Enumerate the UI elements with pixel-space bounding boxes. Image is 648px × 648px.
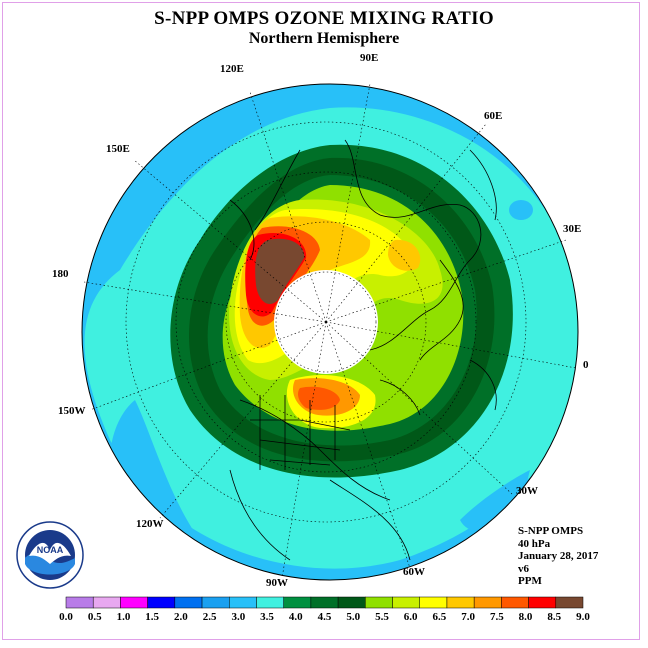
colorbar-swatch [92, 596, 121, 609]
units-label: PPM [518, 575, 542, 587]
colorbar-swatch [283, 596, 312, 609]
colorbar-tick-label: 0.0 [59, 611, 73, 623]
figure-frame [2, 2, 640, 640]
colorbar-swatch [256, 596, 284, 609]
lon-label-30w: 30W [516, 485, 538, 497]
observation-date: January 28, 2017 [518, 550, 599, 562]
colorbar-tick-label: 1.5 [145, 611, 159, 623]
colorbar-swatch [501, 596, 529, 609]
lon-label-90e: 90E [360, 52, 379, 64]
colorbar-tick-label: 4.5 [318, 611, 332, 623]
lon-label-90w: 90W [266, 577, 288, 589]
lon-label-60e: 60E [484, 110, 503, 122]
colorbar-tick-label: 1.0 [117, 611, 131, 623]
colorbar-swatch [310, 596, 339, 609]
colorbar-swatch [201, 596, 230, 609]
lon-label-60w: 60W [403, 566, 425, 578]
colorbar-swatch [337, 596, 366, 609]
colorbar-tick-label: 7.0 [461, 611, 475, 623]
map-subtitle: Northern Hemisphere [248, 30, 400, 47]
ozone-field [82, 84, 578, 580]
colorbar-tick-label: 6.0 [404, 611, 418, 623]
colorbar-tick-label: 5.0 [346, 611, 360, 623]
colorbar-tick-label: 2.5 [203, 611, 217, 623]
colorbar-swatch [65, 596, 94, 609]
colorbar-swatch [473, 596, 502, 609]
data-version: v6 [518, 562, 529, 575]
map-title: S-NPP OMPS OZONE MIXING RATIO [154, 8, 494, 29]
colorbar-tick-label: 3.5 [260, 611, 274, 623]
colorbar-swatch [229, 596, 257, 609]
colorbar-tick-label: 5.5 [375, 611, 389, 623]
lon-label-150e: 150E [106, 143, 130, 155]
colorbar-swatch [120, 596, 148, 609]
lon-label-180: 180 [52, 268, 69, 280]
noaa-logo-text: NOAA [37, 545, 64, 555]
colorbar-tick-label: 4.0 [289, 611, 303, 623]
colorbar-swatch [147, 596, 176, 609]
colorbar: 0.0 0.5 1.0 1.5 2.0 2.5 3.0 3.5 4.0 4.5 5.0 5.5 6.0 6… [59, 596, 590, 623]
lon-label-120e: 120E [220, 63, 244, 75]
colorbar-tick-label: 9.0 [576, 611, 590, 623]
colorbar-tick-label: 8.0 [519, 611, 533, 623]
colorbar-tick-label: 8.5 [547, 611, 561, 623]
noaa-logo: NOAA [16, 521, 84, 589]
colorbar-tick-label: 3.0 [231, 611, 245, 623]
colorbar-swatch [419, 596, 448, 609]
instrument-name: S-NPP OMPS [518, 525, 584, 537]
colorbar-swatch [365, 596, 393, 609]
colorbar-swatch [528, 596, 557, 609]
latitude-circles [125, 121, 527, 523]
lon-label-0: 0 [583, 359, 589, 371]
lon-label-120w: 120W [136, 518, 164, 530]
product-info: S-NPP OMPS 40 hPa January 28, 2017 v6 PP… [518, 525, 598, 588]
colorbar-swatch [555, 596, 584, 609]
coastlines [229, 139, 497, 561]
colorbar-tick-label: 7.5 [490, 611, 504, 623]
lon-label-150w: 150W [58, 405, 86, 417]
meridians [83, 83, 577, 579]
colorbar-swatch [446, 596, 475, 609]
pressure-level: 40 hPa [518, 537, 551, 550]
colorbar-swatch [174, 596, 203, 609]
colorbar-tick-label: 6.5 [433, 611, 447, 623]
lon-label-30e: 30E [563, 223, 582, 235]
colorbar-tick-label: 0.5 [88, 611, 102, 623]
colorbar-swatch [392, 596, 420, 609]
colorbar-tick-label: 2.0 [174, 611, 188, 623]
